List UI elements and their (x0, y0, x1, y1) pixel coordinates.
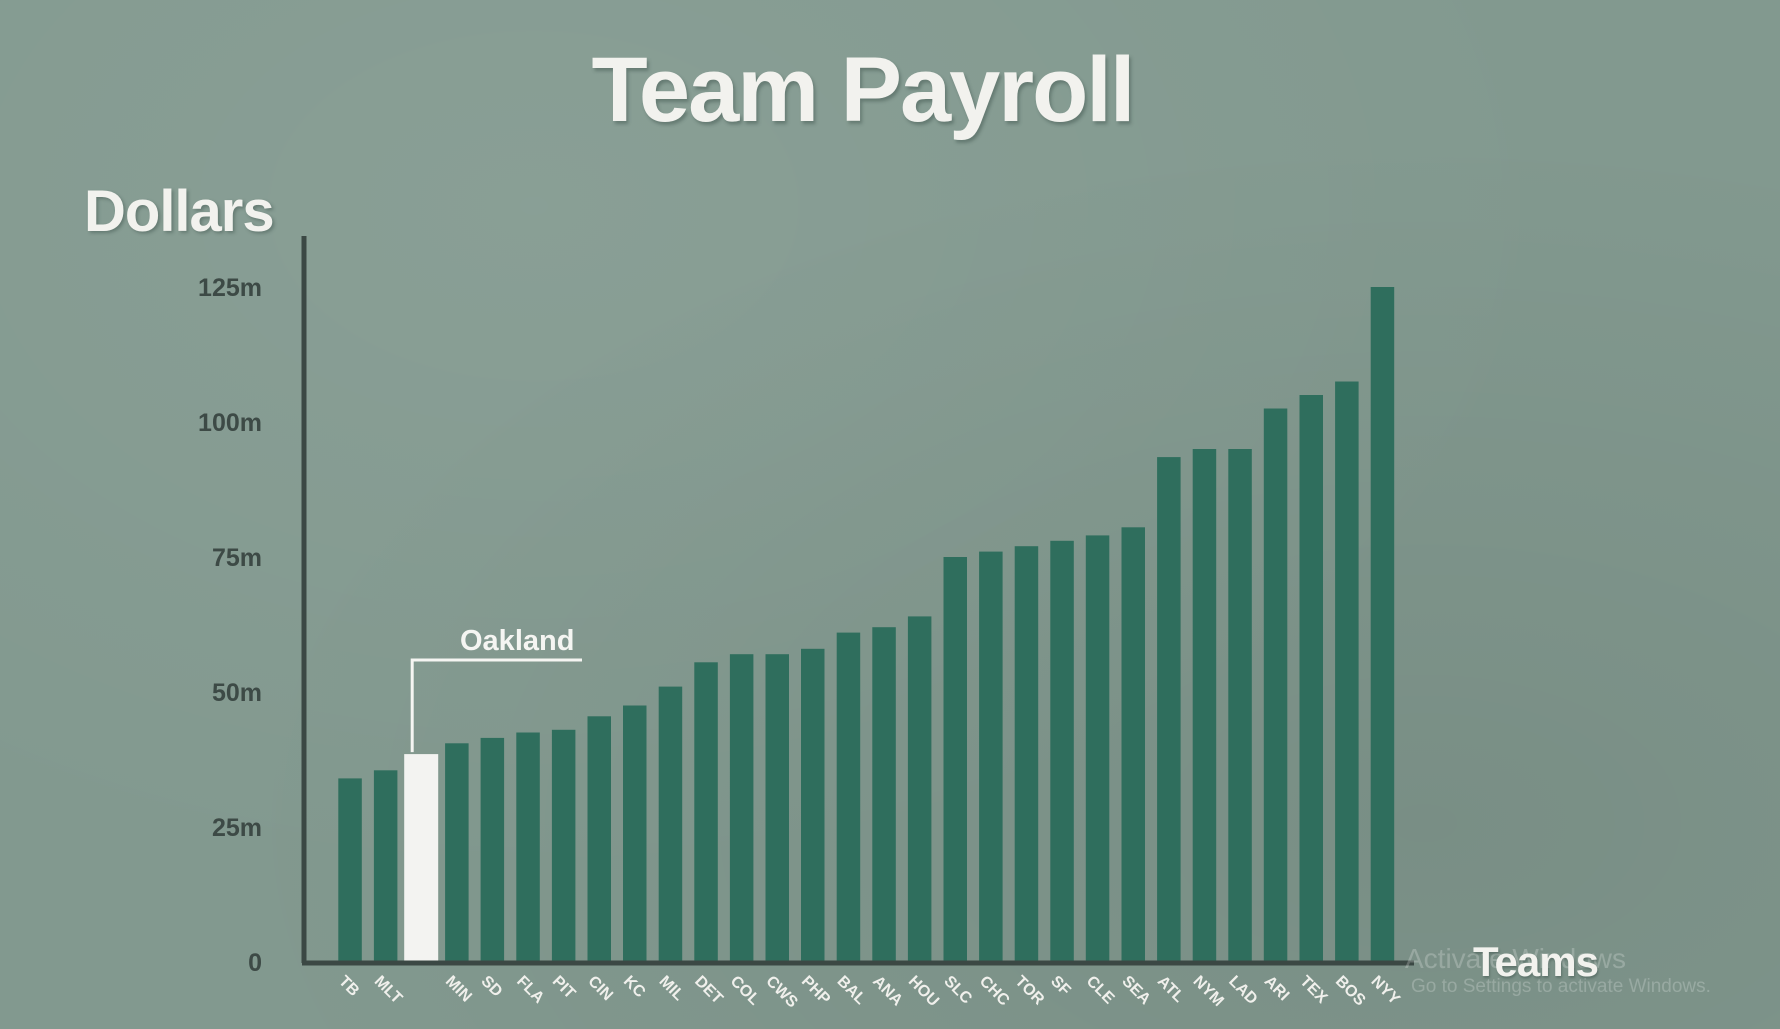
x-tick-label: ANA (869, 973, 906, 1010)
bar (1192, 449, 1217, 962)
x-axis-title: Teams (1473, 938, 1599, 985)
bar (1370, 287, 1395, 962)
x-tick-label: HOU (905, 973, 942, 1010)
y-tick-label: 100m (198, 409, 262, 437)
x-tick-label: CIN (584, 973, 616, 1005)
y-tick-label: 0 (248, 949, 262, 977)
bar (658, 686, 683, 962)
y-tick-label: 125m (198, 274, 262, 302)
activate-windows-watermark: Activate Windows Go to Settings to activ… (1405, 942, 1711, 998)
bar (480, 737, 505, 962)
bar (338, 778, 362, 962)
bar (694, 662, 718, 962)
x-tick-label: MLT (371, 973, 406, 1008)
x-tick-label: ATL (1154, 973, 1187, 1006)
x-tick-label: TB (335, 973, 362, 1000)
annotation-label: Oakland (460, 625, 574, 657)
x-tick-label: COL (727, 973, 763, 1009)
bar (943, 557, 967, 962)
y-axis-title: Dollars (84, 179, 275, 244)
watermark-title: Activate Windows (1405, 943, 1626, 974)
x-tick-label: SF (1047, 973, 1074, 1000)
bar (1263, 408, 1288, 962)
x-tick-label: SEA (1118, 973, 1154, 1009)
bar (516, 732, 540, 962)
x-tick-label: DET (691, 973, 726, 1008)
y-tick-label: 50m (212, 679, 262, 707)
bar (801, 648, 825, 962)
bar (1299, 395, 1323, 962)
bar (872, 627, 896, 962)
x-tick-label: PHP (798, 973, 834, 1009)
x-tick-label: MIN (442, 973, 475, 1006)
bar (907, 616, 932, 962)
y-tick-label: 75m (212, 544, 262, 572)
bar (1228, 449, 1252, 962)
y-tick-label: 25m (212, 814, 262, 842)
x-tick-label: TEX (1296, 973, 1330, 1007)
x-tick-label: TOR (1012, 973, 1048, 1009)
x-tick-label: NYM (1190, 973, 1227, 1010)
bar (1335, 381, 1359, 962)
x-tick-label: MIL (656, 973, 688, 1005)
bar (587, 716, 611, 962)
bar (445, 743, 469, 962)
bar (979, 551, 1003, 962)
bar (623, 705, 647, 962)
x-tick-label: PIT (549, 973, 579, 1003)
x-tick-label: SLC (940, 973, 975, 1008)
bar (1121, 527, 1145, 962)
x-tick-label: BOS (1332, 973, 1369, 1010)
chart-title: Team Payroll (591, 39, 1136, 141)
x-tick-label: CWS (762, 973, 801, 1012)
x-tick-label: NYY (1368, 973, 1404, 1009)
x-tick-label: LAD (1225, 973, 1260, 1008)
watermark-subtitle: Go to Settings to activate Windows. (1411, 975, 1711, 997)
x-tick-label: SD (478, 973, 506, 1001)
bar (836, 632, 861, 962)
x-tick-label: ARI (1261, 973, 1293, 1005)
bar (1085, 535, 1110, 962)
bar (1014, 546, 1039, 962)
bar (729, 654, 754, 962)
bar (1050, 540, 1074, 962)
bar (765, 654, 789, 962)
bar (373, 770, 398, 962)
bar (551, 729, 576, 962)
annotation-leader-line (410, 658, 582, 753)
x-tick-label: BAL (834, 973, 869, 1008)
x-tick-label: CHC (976, 973, 1013, 1010)
x-tick-label: CLE (1083, 973, 1118, 1008)
x-tick-label: KC (620, 973, 649, 1002)
x-tick-label: FLA (513, 973, 547, 1007)
bar-highlight (404, 754, 439, 962)
bar (1157, 457, 1181, 962)
